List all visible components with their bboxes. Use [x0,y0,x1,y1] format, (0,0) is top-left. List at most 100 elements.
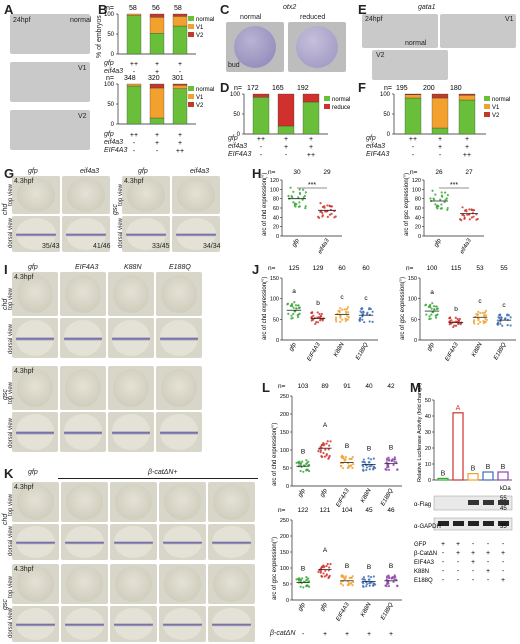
embryo-image [12,366,58,410]
data-point [463,217,466,221]
data-point [372,584,375,587]
legend-label: normal [196,17,214,23]
gata1-normal-image [362,14,438,48]
plus-minus: + [471,550,475,557]
legend-swatch [484,104,490,109]
plus-minus: + [438,144,442,151]
legend-label: normal [492,97,510,103]
data-point [334,215,337,218]
data-point [361,460,364,463]
embryo-sphere [64,525,105,559]
tick-label: 200 [280,412,289,418]
stage-label: 4.3hpf [14,368,34,375]
embryo-sphere [63,320,103,356]
significance-letter: c [478,298,482,305]
data-point [448,320,452,323]
y-axis-label: arc of chd expression(°) [262,173,268,236]
data-point [350,464,353,467]
data-point [454,324,458,327]
data-point [457,322,460,326]
data-point [344,317,347,320]
plus-minus: - [442,568,445,575]
data-point [291,302,294,306]
n-value: 26 [435,169,443,176]
embryo-sphere [163,566,202,602]
x-tick-label: gfp [291,237,301,248]
data-point [372,457,375,460]
plus-minus: + [501,550,505,557]
x-tick-label: K88N [471,341,484,358]
data-point [321,211,324,214]
bar-segment [172,85,188,89]
plus-minus: - [156,148,159,155]
embryo-sphere [114,484,153,520]
data-point [302,188,305,191]
x-tick-label: gfp [288,341,298,352]
plus-minus: - [133,148,136,155]
panel-letter-e: E [358,2,367,17]
panel-letter-d: D [220,80,230,95]
data-point [298,201,301,204]
data-point [334,318,337,321]
row-label: β-CatΔN [414,551,437,557]
data-point [287,194,290,198]
legend-swatch [188,16,194,21]
data-point [470,216,473,219]
data-point [392,463,395,467]
bar-segment [149,33,165,55]
data-point [388,458,391,461]
data-point [368,468,371,471]
data-point [344,575,347,578]
x-tick-label: EIF4A3 [336,601,352,622]
data-point [361,578,364,581]
data-point [300,578,303,582]
data-point [433,308,436,311]
view-label: top view [8,493,14,516]
data-point [483,311,487,314]
bar-segment [431,93,449,99]
data-point [321,205,325,209]
data-point [286,302,290,305]
plus-minus: + [465,136,469,143]
embryo-image [60,318,106,358]
data-point [393,456,396,459]
significance-letter: B [389,445,393,452]
embryo-sphere [211,607,252,641]
data-point [352,463,355,466]
data-point [301,198,304,201]
data-point [456,317,459,321]
f-row-EIF4A3: EIF4A3 [366,151,390,158]
significance-letter: B [486,464,491,471]
data-point [448,317,452,320]
legend-label: V2 [492,113,500,119]
blot-band [453,521,464,526]
view-label: dorsal view [118,217,124,248]
g-count: 35/43 [42,243,60,250]
plus-minus: ++ [463,152,471,159]
data-point [289,186,292,189]
sig-stars: *** [308,182,316,189]
e-gene: gata1 [418,4,436,11]
data-point [320,455,323,458]
bar [482,471,494,481]
data-point [507,314,510,317]
n-value: 42 [387,383,395,390]
data-point [365,466,369,469]
embryo-sphere [176,178,216,212]
data-point [326,215,329,218]
data-point [359,316,362,320]
plus-minus: + [178,132,182,139]
plus-minus: + [456,541,460,548]
embryo-sphere [16,178,56,212]
x-tick-label: gfp [319,487,329,498]
data-point [294,304,298,307]
blot-band [468,500,479,505]
data-point [298,205,301,208]
b-n-value: 58 [129,5,137,12]
tick-label: 0 [111,122,115,128]
data-point [307,577,310,580]
data-point [325,454,328,457]
data-point [345,310,348,313]
data-point [368,581,371,585]
